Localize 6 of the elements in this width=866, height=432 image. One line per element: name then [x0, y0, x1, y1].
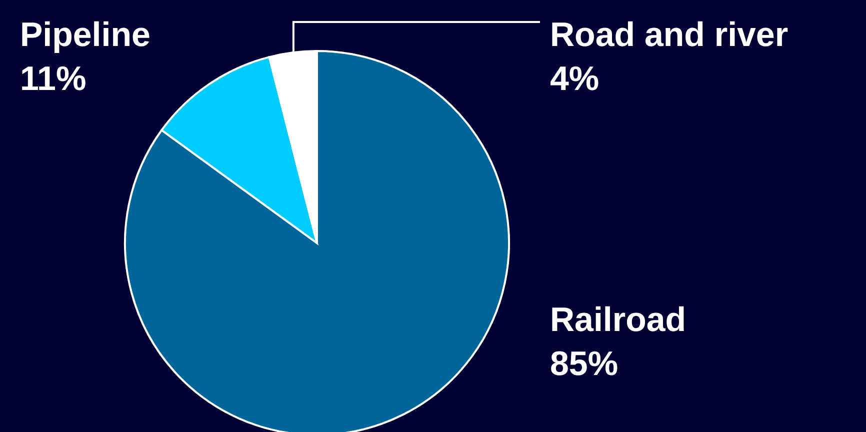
data-label: 85%	[550, 345, 618, 383]
slice-label: Pipeline	[20, 16, 150, 54]
data-label: 4%	[550, 60, 600, 98]
slice-label: Railroad	[550, 301, 686, 339]
data-label: 11%	[20, 60, 86, 98]
slice-label: Road and river	[550, 16, 788, 54]
